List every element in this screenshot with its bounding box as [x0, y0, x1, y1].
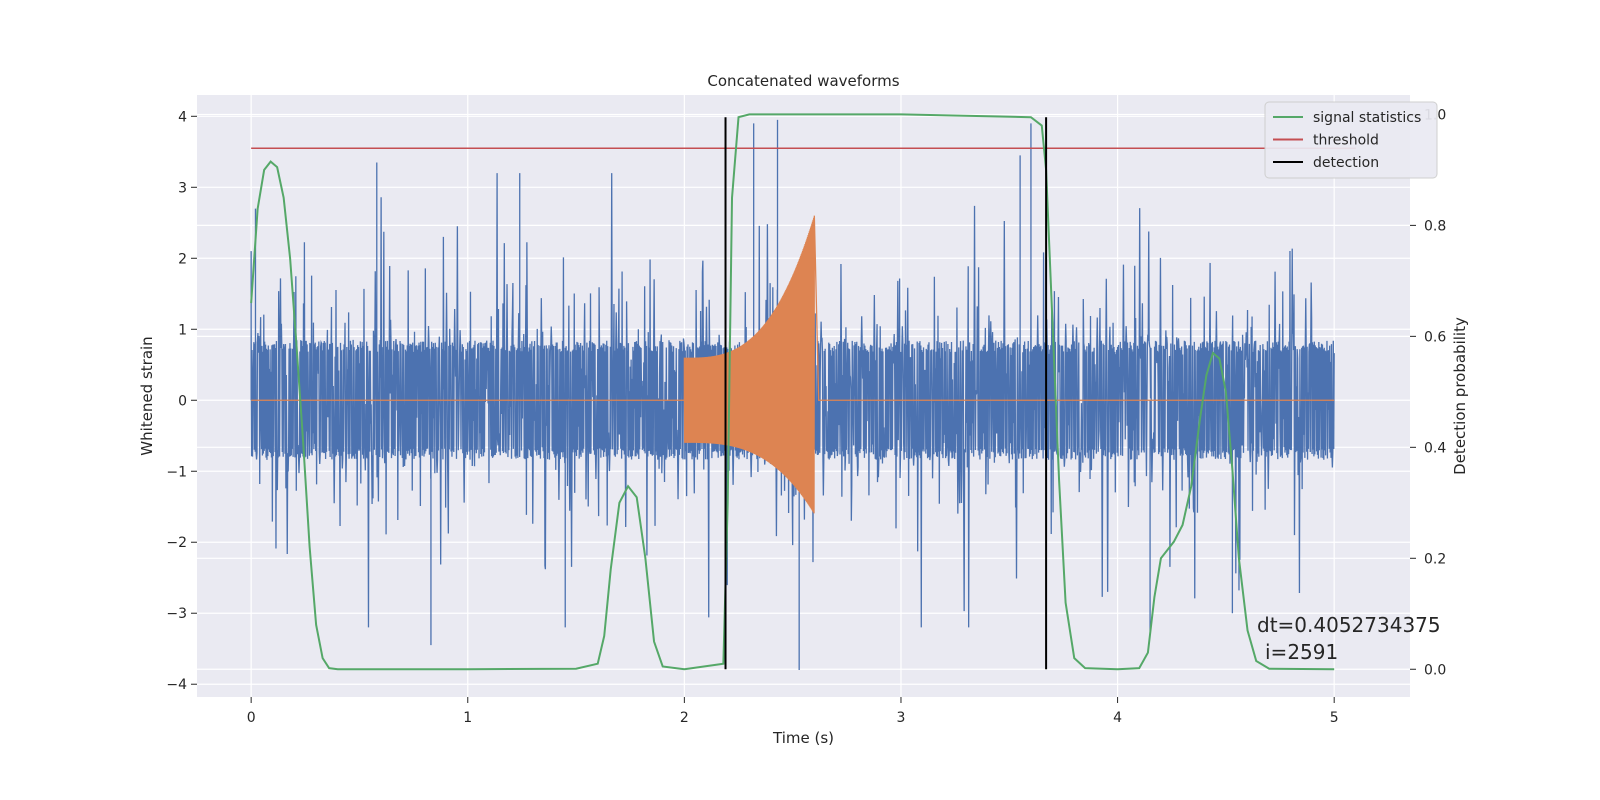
x-tick-label-3: 3	[897, 710, 906, 726]
y-tick-label-0: −4	[166, 677, 187, 693]
legend-label-detection: detection	[1313, 155, 1379, 171]
y-right-tick-label-2: 0.4	[1424, 440, 1446, 456]
injected-signal-series	[251, 215, 1335, 514]
noise-trace	[250, 119, 1335, 671]
y-right-tick-label-4: 0.8	[1424, 218, 1446, 234]
legend-label-signal-statistics: signal statistics	[1313, 110, 1421, 126]
x-tick-label-0: 0	[247, 710, 256, 726]
y-tick-label-5: 1	[178, 322, 187, 338]
annotation-dt: dt=0.4052734375	[1257, 613, 1441, 637]
y-tick-label-4: 0	[178, 393, 187, 409]
x-tick-label-2: 2	[680, 710, 689, 726]
y-axis-title: Whitened strain	[138, 336, 156, 455]
annotation-index: i=2591	[1265, 640, 1338, 664]
y-tick-label-8: 4	[178, 109, 187, 125]
x-axis-title: Time (s)	[772, 729, 834, 747]
y-tick-label-3: −1	[166, 464, 187, 480]
legend-box	[1264, 101, 1438, 179]
x-tick-label-4: 4	[1113, 710, 1122, 726]
noise-series	[250, 119, 1335, 671]
y-right-tick-label-1: 0.2	[1424, 551, 1446, 567]
y-tick-label-7: 3	[178, 180, 187, 196]
detection-series	[724, 117, 1048, 670]
signal-statistics-line	[250, 113, 1335, 671]
y-right-tick-label-3: 0.6	[1424, 329, 1446, 345]
x-tick-label-1: 1	[463, 710, 472, 726]
x-tick-label-5: 5	[1330, 710, 1339, 726]
legend: signal statistics threshold detection	[1264, 101, 1438, 179]
signal-statistics-series	[250, 113, 1335, 671]
injected-signal-trace	[251, 215, 1335, 514]
chart-title: Concatenated waveforms	[707, 72, 899, 90]
y-tick-label-1: −3	[166, 606, 187, 622]
y-tick-label-6: 2	[178, 251, 187, 267]
legend-label-threshold: threshold	[1313, 133, 1379, 149]
y-right-tick-label-0: 0.0	[1424, 662, 1446, 678]
y-right-axis-title: Detection probability	[1451, 317, 1469, 475]
y-tick-label-2: −2	[166, 535, 187, 551]
